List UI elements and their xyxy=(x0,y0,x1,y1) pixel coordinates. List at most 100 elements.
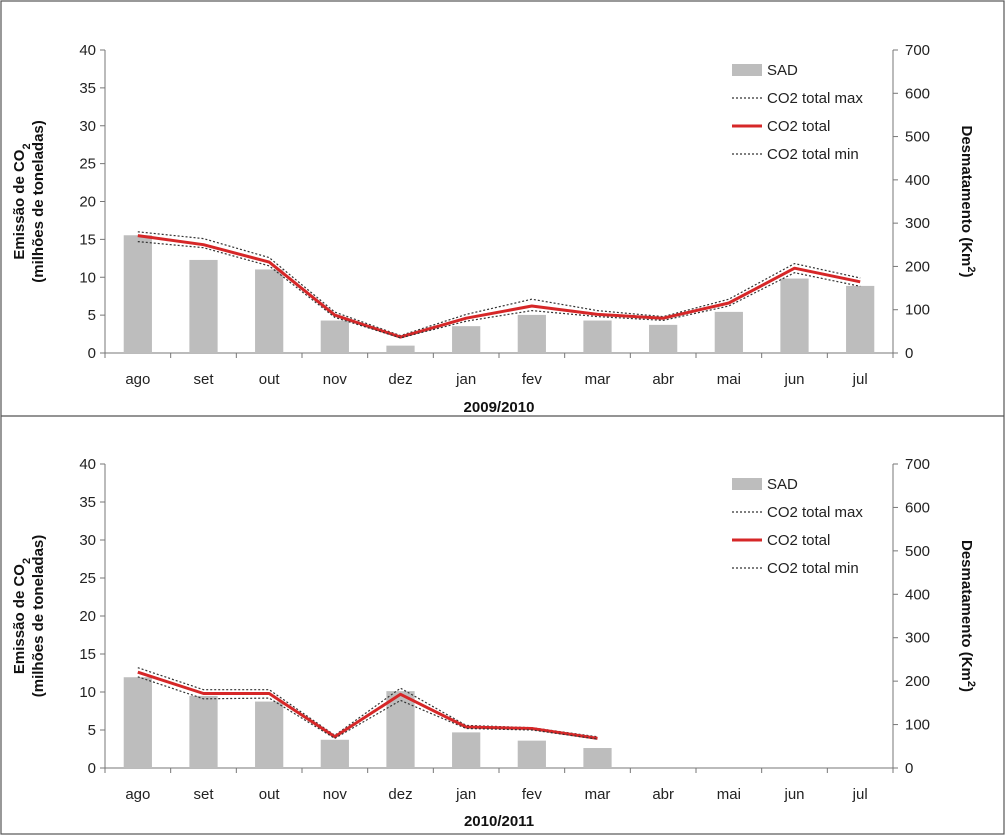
sad-bar xyxy=(189,695,218,768)
sad-bar xyxy=(649,324,678,353)
left-tick-label: 10 xyxy=(79,684,96,701)
right-tick-label: 400 xyxy=(905,172,930,189)
right-tick-label: 100 xyxy=(905,302,930,319)
left-tick-label: 30 xyxy=(79,118,96,135)
x-tick-label: mai xyxy=(717,786,741,803)
legend-label: SAD xyxy=(767,476,798,493)
left-tick-label: 10 xyxy=(79,269,96,286)
sad-bar xyxy=(123,235,152,353)
right-tick-label: 500 xyxy=(905,543,930,560)
x-tick-label: ago xyxy=(125,786,150,803)
left-tick-label: 15 xyxy=(79,231,96,248)
right-tick-label: 300 xyxy=(905,630,930,647)
sad-bar xyxy=(517,740,546,768)
right-tick-label: 700 xyxy=(905,456,930,473)
sad-bar xyxy=(255,701,284,768)
sad-bar xyxy=(452,732,481,768)
left-tick-label: 35 xyxy=(79,80,96,97)
right-tick-label: 300 xyxy=(905,215,930,232)
chart-panel-1: 05101520253035400100200300400500600700ag… xyxy=(11,42,977,416)
right-tick-label: 600 xyxy=(905,499,930,516)
x-tick-label: jul xyxy=(852,371,868,388)
right-axis-title-main: Desmatamento (Km xyxy=(958,126,975,267)
right-axis-title-close: ) xyxy=(958,273,975,278)
left-tick-label: 25 xyxy=(79,156,96,173)
left-tick-label: 5 xyxy=(88,722,96,739)
sad-bar xyxy=(517,314,546,353)
left-axis-title-subscript: 2 xyxy=(21,558,33,564)
right-tick-label: 700 xyxy=(905,42,930,59)
left-tick-label: 20 xyxy=(79,194,96,211)
x-tick-label: mai xyxy=(717,371,741,388)
x-tick-label: set xyxy=(193,371,214,388)
sad-bar xyxy=(846,285,875,353)
panel-title: 2010/2011 xyxy=(464,813,534,830)
x-tick-label: mar xyxy=(585,786,611,803)
left-tick-label: 0 xyxy=(88,345,96,362)
right-axis-title: Desmatamento (Km2) xyxy=(958,540,977,692)
right-tick-label: 400 xyxy=(905,586,930,603)
co2-total-line xyxy=(137,234,861,339)
right-tick-label: 200 xyxy=(905,258,930,275)
left-axis-title-line2: (milhões de toneladas) xyxy=(30,535,47,698)
left-tick-label: 30 xyxy=(79,532,96,549)
right-tick-label: 600 xyxy=(905,85,930,102)
sad-bar xyxy=(583,748,612,768)
x-tick-label: jan xyxy=(455,786,476,803)
x-tick-label: jun xyxy=(783,371,804,388)
sad-bar xyxy=(320,320,349,353)
sad-bar xyxy=(386,345,415,353)
panel-title: 2009/2010 xyxy=(464,399,535,416)
x-tick-label: out xyxy=(259,371,281,388)
x-tick-label: ago xyxy=(125,371,150,388)
legend-label: CO2 total min xyxy=(767,560,859,577)
right-tick-label: 0 xyxy=(905,760,913,777)
legend-swatch-sad xyxy=(732,478,762,490)
x-tick-label: nov xyxy=(323,786,348,803)
right-tick-label: 0 xyxy=(905,345,913,362)
sad-bar xyxy=(452,326,481,353)
right-tick-label: 100 xyxy=(905,717,930,734)
left-axis-title-subscript: 2 xyxy=(21,143,33,149)
x-tick-label: abr xyxy=(652,371,674,388)
co2-total-line xyxy=(137,670,598,740)
left-tick-label: 40 xyxy=(79,42,96,59)
left-tick-label: 15 xyxy=(79,646,96,663)
right-tick-label: 200 xyxy=(905,673,930,690)
left-tick-label: 35 xyxy=(79,494,96,511)
sad-bar xyxy=(320,739,349,768)
co2-total-min-line xyxy=(137,676,598,740)
legend-label: SAD xyxy=(767,62,798,79)
x-tick-label: dez xyxy=(388,786,412,803)
sad-bar xyxy=(189,259,218,353)
co2-total-max-line xyxy=(137,231,861,337)
x-tick-label: set xyxy=(193,786,214,803)
legend-label: CO2 total xyxy=(767,532,830,549)
x-tick-label: fev xyxy=(522,786,543,803)
x-tick-label: jun xyxy=(783,786,804,803)
right-axis-title-close: ) xyxy=(958,687,975,692)
left-tick-label: 25 xyxy=(79,570,96,587)
x-tick-label: out xyxy=(259,786,281,803)
x-tick-label: fev xyxy=(522,371,543,388)
right-tick-label: 500 xyxy=(905,129,930,146)
left-axis-title: Emissão de CO2(milhões de toneladas) xyxy=(11,535,47,698)
sad-bar xyxy=(255,269,284,353)
sad-bar xyxy=(780,278,809,353)
left-axis-title-line1: Emissão de CO xyxy=(11,149,28,259)
right-axis-title-superscript: 2 xyxy=(965,266,977,272)
left-tick-label: 40 xyxy=(79,456,96,473)
x-tick-label: nov xyxy=(323,371,348,388)
left-axis-title-line1: Emissão de CO xyxy=(11,564,28,674)
left-axis-title: Emissão de CO2(milhões de toneladas) xyxy=(11,120,47,283)
sad-bar xyxy=(583,320,612,353)
legend-label: CO2 total max xyxy=(767,504,863,521)
x-tick-label: jul xyxy=(852,786,868,803)
right-axis-title-main: Desmatamento (Km xyxy=(958,540,975,681)
legend-label: CO2 total min xyxy=(767,146,859,163)
right-axis-title-superscript: 2 xyxy=(965,681,977,687)
legend-label: CO2 total xyxy=(767,118,830,135)
